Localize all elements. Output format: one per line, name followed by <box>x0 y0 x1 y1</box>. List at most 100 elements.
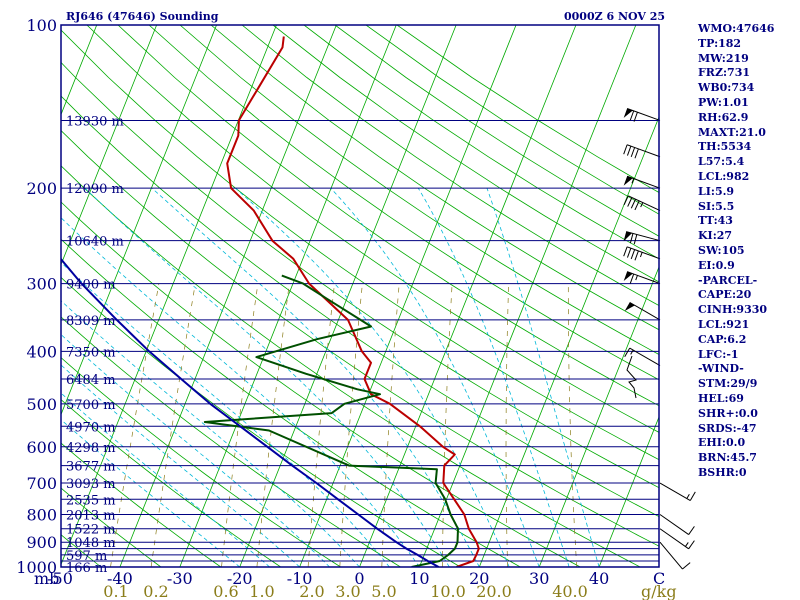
stat-item: SW:105 <box>698 243 745 257</box>
stat-item: TH:5534 <box>698 140 752 154</box>
wind-barb <box>623 246 661 261</box>
isotherm-line <box>598 415 659 567</box>
pressure-tick-label: 700 <box>26 474 57 493</box>
height-label: 3677 m <box>66 460 116 475</box>
height-label: 597 m <box>66 549 107 564</box>
wind-barb-feather <box>627 197 633 207</box>
wind-barb-feather <box>629 233 634 244</box>
wind-barb-half-feather <box>684 542 689 547</box>
height-label: 13930 m <box>66 114 124 129</box>
stat-item: CAPE:20 <box>698 288 752 302</box>
isotherm-line <box>538 265 659 567</box>
wind-barb-staff <box>629 347 661 367</box>
stat-item: STM:29/9 <box>698 377 758 391</box>
height-label: 7350 m <box>66 345 116 360</box>
stat-item: LI:5.9 <box>698 184 735 198</box>
wind-barb <box>659 541 691 570</box>
stat-item: -WIND- <box>698 362 744 376</box>
mixing-ratio-tick-label: 20.0 <box>476 582 512 600</box>
pressure-tick-label: 500 <box>26 395 57 414</box>
temperature-tick-label: -50 <box>47 569 73 588</box>
mixing-ratio-tick-label: 3.0 <box>335 582 360 600</box>
moist-adiabat-line <box>61 364 300 567</box>
height-label: 4970 m <box>66 420 116 435</box>
isobars <box>61 24 659 568</box>
wind-barb-feather <box>626 145 632 156</box>
height-label: 10640 m <box>66 235 124 250</box>
isotherm-line <box>299 25 517 567</box>
wind-barb <box>659 528 695 550</box>
stat-item: LCL:921 <box>698 317 750 331</box>
temperature-tick-label: 10 <box>409 569 429 588</box>
pressure-tick-label: 800 <box>26 505 57 524</box>
moist-adiabat-line <box>151 187 480 567</box>
stat-item: RH:62.9 <box>698 110 749 124</box>
stat-item: MAXT:21.0 <box>698 125 766 139</box>
station-title: RJ646 (47646) Sounding <box>66 10 219 23</box>
temperature-tick-label: -30 <box>167 569 193 588</box>
height-label: 9400 m <box>66 278 116 293</box>
mixing-ratio-tick-label: 40.0 <box>552 582 588 600</box>
wind-barb <box>659 482 696 501</box>
wind-barb-feather <box>623 144 628 155</box>
wind-barb-feather <box>688 540 695 550</box>
wind-barb-feather <box>634 250 639 261</box>
wind-barb-feather <box>689 491 696 501</box>
wind-barbs <box>623 108 696 570</box>
wind-barb-feather <box>626 248 632 258</box>
wind-barb-feather <box>682 562 691 570</box>
wind-barb-feather <box>630 249 636 260</box>
hodograph-trace <box>626 355 637 399</box>
mixing-ratio-tick-label: 0.6 <box>213 582 238 600</box>
wind-barb-half-feather <box>639 252 643 258</box>
wind-barb-feather <box>629 273 635 284</box>
wind-barb-staff <box>628 195 661 212</box>
temperature-tick-label: -10 <box>287 569 313 588</box>
isotherm-line <box>359 25 577 567</box>
stat-item: WB0:734 <box>698 81 755 95</box>
height-label: 1522 m <box>66 523 116 538</box>
mixing-ratio-tick-label: 10.0 <box>430 582 466 600</box>
mixing-ratio-tick-label: 1.0 <box>249 582 274 600</box>
wind-barb <box>623 231 661 245</box>
pressure-tick-label: 1000 <box>16 558 57 577</box>
wind-barb-staff <box>626 175 661 189</box>
pressure-tick-label: 200 <box>26 179 57 198</box>
stat-item: LCL:982 <box>698 169 750 183</box>
stat-item: L57:5.4 <box>698 155 745 169</box>
pressure-tick-label: 600 <box>26 438 57 457</box>
stat-item: HEL:69 <box>698 391 744 405</box>
wind-barb-staff <box>659 541 683 570</box>
temperature-tick-label: 20 <box>469 569 489 588</box>
wind-barb-staff <box>659 514 689 535</box>
wind-barb-flag <box>623 108 633 118</box>
stat-item: CINH:9330 <box>698 303 768 317</box>
isotherm-line <box>119 25 337 567</box>
pressure-tick-label: 100 <box>26 16 57 35</box>
wind-barb-feather <box>630 147 636 158</box>
height-label: 5700 m <box>66 398 116 413</box>
isotherm-line <box>419 25 637 567</box>
mixing-ratio-tick-label: 2.0 <box>299 582 324 600</box>
stat-item: SHR+:0.0 <box>698 406 758 420</box>
wind-barb <box>623 144 661 159</box>
wind-barb-staff <box>629 301 661 321</box>
plot-frame <box>60 24 660 568</box>
wind-barb-staff <box>659 528 689 550</box>
wind-barb <box>623 271 661 285</box>
wind-barb-staff <box>626 108 661 121</box>
wind-barb-feather <box>623 195 629 206</box>
wind-barb-feather <box>634 148 639 159</box>
dewpoint-profile <box>203 274 459 567</box>
parcel-profile <box>61 257 440 567</box>
wind-barb-feather <box>630 198 636 209</box>
temperature-tick-label: -20 <box>227 569 253 588</box>
wind-barb <box>624 347 661 367</box>
pressure-tick-label: 400 <box>26 342 57 361</box>
wind-barb-feather <box>634 200 640 211</box>
mixing-ratio-tick-label: 0.1 <box>103 582 128 600</box>
isotherm-line <box>61 25 217 416</box>
wind-barb-feather <box>633 234 638 245</box>
stat-item: BSHR:0 <box>698 465 747 479</box>
